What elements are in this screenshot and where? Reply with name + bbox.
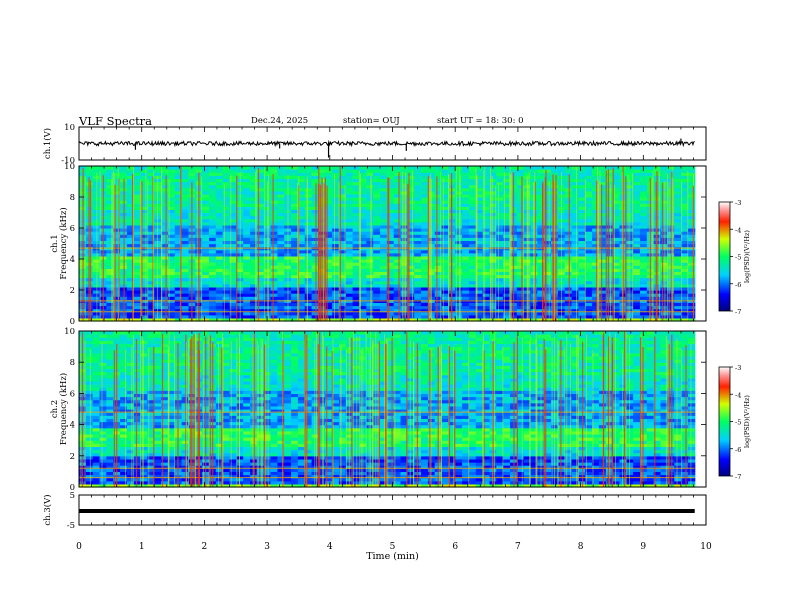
figure-title: VLF Spectra — [79, 114, 153, 128]
ytick-ch1-spectrogram-5: 10 — [64, 162, 75, 172]
ylabel-ch1-spectrogram: ch.1 — [50, 234, 60, 252]
spectrogram-ch1-spectrogram — [79, 166, 696, 322]
xtick-1: 1 — [139, 542, 145, 552]
xtick-10: 10 — [700, 542, 712, 552]
ytick-ch2-spectrogram-3: 6 — [70, 389, 75, 399]
colorbar-tick-ch2-spectrogram-3: -6 — [735, 446, 741, 454]
colorbar-tick-ch1-spectrogram-3: -6 — [735, 281, 741, 289]
ylabel-ch2-spectrogram: ch.2 — [50, 400, 60, 418]
xtick-4: 4 — [327, 542, 333, 552]
ytick-ch3-waveform-0: 5 — [70, 491, 75, 501]
colorbar-ch2-spectrogram — [718, 366, 731, 477]
xtick-7: 7 — [515, 542, 521, 552]
colorbar-tick-ch1-spectrogram-4: -7 — [735, 308, 741, 316]
colorbar-label-ch1-spectrogram: log(PSD)(V²/Hz) — [743, 230, 751, 283]
ytick-ch1-waveform-0: 10 — [64, 123, 75, 133]
spectrogram-ch2-spectrogram — [79, 331, 696, 488]
colorbar-label-ch2-spectrogram: log(PSD)(V²/Hz) — [743, 395, 751, 448]
start-time-label: start UT = 18: 30: 0 — [437, 116, 524, 126]
colorbar-tick-ch2-spectrogram-1: -4 — [735, 391, 741, 399]
ytick-ch2-spectrogram-2: 4 — [70, 421, 75, 431]
colorbar-tick-ch1-spectrogram-0: -3 — [735, 199, 741, 207]
colorbar-tick-ch2-spectrogram-4: -7 — [735, 473, 741, 481]
ytick-ch1-spectrogram-4: 8 — [70, 193, 75, 203]
ylabel-ch1-waveform: ch.1(V) — [42, 128, 53, 159]
xtick-3: 3 — [264, 542, 270, 552]
ytick-ch2-spectrogram-5: 10 — [64, 327, 75, 337]
xtick-0: 0 — [76, 542, 82, 552]
ytick-ch2-spectrogram-0: 0 — [70, 483, 75, 493]
xtick-2: 2 — [202, 542, 208, 552]
ytick-ch2-spectrogram-4: 8 — [70, 358, 75, 368]
station-label: station= OUJ — [343, 116, 400, 126]
colorbar-tick-ch2-spectrogram-0: -3 — [735, 364, 741, 372]
ytick-ch1-waveform-1: -10 — [61, 156, 75, 166]
ylabel2-ch1-spectrogram: Frequency (kHz) — [58, 207, 69, 279]
ytick-ch3-waveform-1: -5 — [67, 521, 75, 531]
ytick-ch1-spectrogram-2: 4 — [70, 255, 75, 265]
ylabel-ch3-waveform: ch.3(V) — [42, 494, 53, 525]
ylabel2-ch2-spectrogram: Frequency (kHz) — [58, 373, 69, 445]
ytick-ch1-spectrogram-1: 2 — [70, 286, 75, 296]
x-axis-label: Time (min) — [366, 551, 419, 562]
colorbar-tick-ch2-spectrogram-2: -5 — [735, 419, 741, 427]
xtick-5: 5 — [390, 542, 396, 552]
ch1-trace — [78, 139, 695, 148]
date-label: Dec.24, 2025 — [251, 116, 309, 126]
colorbar-ch1-spectrogram — [718, 201, 731, 312]
ytick-ch1-spectrogram-3: 6 — [70, 224, 75, 234]
colorbar-tick-ch1-spectrogram-1: -4 — [735, 226, 741, 234]
xtick-6: 6 — [452, 542, 458, 552]
ytick-ch2-spectrogram-1: 2 — [70, 452, 75, 462]
ytick-ch1-spectrogram-0: 0 — [70, 317, 75, 327]
xtick-8: 8 — [578, 542, 584, 552]
xtick-9: 9 — [640, 542, 646, 552]
colorbar-tick-ch1-spectrogram-2: -5 — [735, 254, 741, 262]
